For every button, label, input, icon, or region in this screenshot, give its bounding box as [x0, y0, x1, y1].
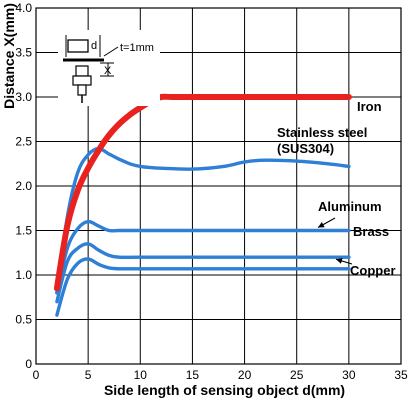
axis-ticks: 0 5 10 15 20 25 30 35 0 0.5 1.0 1.5 2.0 2.5 3.0 3.5 4.0	[15, 1, 408, 382]
y-tick-label: 0.5	[15, 313, 32, 327]
x-tick-label: 30	[342, 368, 356, 382]
series-labels: Iron Stainless steel(SUS304) Aluminum Brass…	[277, 99, 396, 278]
label-brass: Brass	[353, 224, 389, 239]
sensor-nut-icon	[72, 75, 92, 86]
y-axis-label: Distance X(mm)	[1, 3, 17, 109]
sensor-head-icon	[75, 65, 89, 77]
y-tick-label: 0	[25, 357, 32, 371]
inset-x-label: X	[104, 65, 112, 77]
x-tick-label: 25	[290, 368, 304, 382]
series-line-copper	[55, 257, 351, 317]
label-copper: Copper	[350, 263, 396, 278]
series-line-brass	[55, 242, 351, 304]
inset-d-label: d	[91, 40, 97, 52]
y-tick-label: 3.0	[15, 90, 32, 104]
x-tick-label: 5	[85, 368, 92, 382]
sensor-body-icon	[77, 84, 87, 96]
y-tick-label: 1.0	[15, 268, 32, 282]
x-tick-label: 35	[394, 368, 408, 382]
x-tick-label: 15	[186, 368, 200, 382]
y-tick-label: 1.5	[15, 224, 32, 238]
plot-frame	[35, 7, 402, 365]
label-sus304: (SUS304)	[277, 141, 334, 156]
sensing-object-icon	[67, 39, 89, 53]
series-line-stainless-steel-sus304	[55, 146, 351, 295]
x-tick-label: 0	[33, 368, 40, 382]
y-tick-label: 2.5	[15, 135, 32, 149]
label-aluminum: Aluminum	[318, 199, 382, 214]
y-tick-label: 4.0	[15, 1, 32, 15]
y-tick-label: 3.5	[15, 46, 32, 60]
x-tick-label: 10	[134, 368, 148, 382]
label-stainless-steel: Stainless steel	[277, 125, 367, 140]
copper-leader-arrow-head	[336, 258, 343, 264]
series-line-aluminum	[55, 219, 351, 295]
series-lines	[53, 93, 352, 317]
aluminum-leader-arrow-head	[318, 221, 325, 228]
y-tick-label: 2.0	[15, 179, 32, 193]
inset-leader-line	[103, 46, 119, 57]
series-line-iron	[53, 93, 352, 292]
x-tick-label: 20	[238, 368, 252, 382]
x-axis-label: Side length of sensing object d(mm)	[104, 382, 345, 398]
inset-t-label: t=1mm	[120, 42, 154, 54]
label-iron: Iron	[357, 99, 382, 114]
sensor-diagram: d t=1mm X	[58, 30, 160, 106]
